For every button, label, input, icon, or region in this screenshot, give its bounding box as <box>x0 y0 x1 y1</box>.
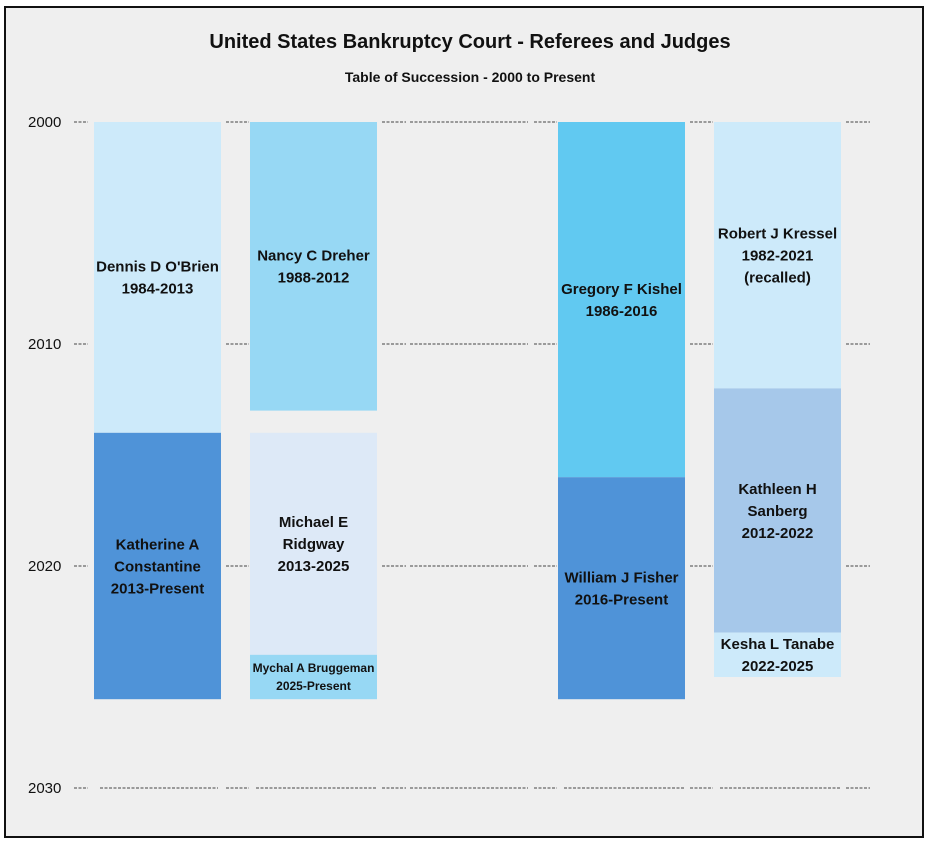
judge-label: Gregory F Kishel <box>561 281 682 298</box>
judge-label: Mychal A Bruggeman <box>253 661 375 675</box>
y-tick-label: 2020 <box>28 558 61 575</box>
judge-label: 2022-2025 <box>742 658 814 675</box>
judge-label: 1982-2021 <box>742 247 814 264</box>
judge-label: Robert J Kressel <box>718 225 837 242</box>
tenure-block <box>94 122 221 433</box>
judge-label: Michael E <box>279 514 348 531</box>
tenure-block <box>558 122 685 478</box>
judge-label: 2016-Present <box>575 591 668 608</box>
tenure-block <box>250 654 377 700</box>
judge-label: Nancy C Dreher <box>257 248 370 265</box>
chart-frame: United States Bankruptcy Court - Referee… <box>4 6 924 838</box>
judge-label: 1988-2012 <box>278 270 350 287</box>
tenure-block <box>714 122 841 389</box>
y-tick-label: 2030 <box>28 780 61 797</box>
judge-label: Dennis D O'Brien <box>96 259 219 276</box>
y-tick-label: 2000 <box>28 114 61 131</box>
succession-chart: United States Bankruptcy Court - Referee… <box>28 31 870 797</box>
judge-label: Constantine <box>114 558 201 575</box>
judge-label: 2013-Present <box>111 580 204 597</box>
chart-title: United States Bankruptcy Court - Referee… <box>209 31 730 53</box>
judge-label: 2012-2022 <box>742 525 814 542</box>
judge-label: Kesha L Tanabe <box>721 636 835 653</box>
tenure-block <box>250 432 377 655</box>
judge-label: Katherine A <box>116 536 200 553</box>
judge-label: (recalled) <box>744 269 811 286</box>
tenure-block <box>250 122 377 411</box>
judge-label: 1984-2013 <box>122 281 194 298</box>
judge-label: 2025-Present <box>276 679 351 693</box>
judge-label: Sanberg <box>747 503 807 520</box>
y-tick-label: 2010 <box>28 336 61 353</box>
tenure-block <box>714 388 841 633</box>
judge-label: 1986-2016 <box>586 303 658 320</box>
chart-subtitle: Table of Succession - 2000 to Present <box>345 69 596 85</box>
judge-label: Ridgway <box>283 536 345 553</box>
judge-label: William J Fisher <box>564 569 678 586</box>
tenure-block <box>558 477 685 700</box>
tenure-block <box>94 432 221 700</box>
tenure-block <box>714 632 841 677</box>
judge-label: 2013-2025 <box>278 558 350 575</box>
judge-label: Kathleen H <box>738 481 816 498</box>
